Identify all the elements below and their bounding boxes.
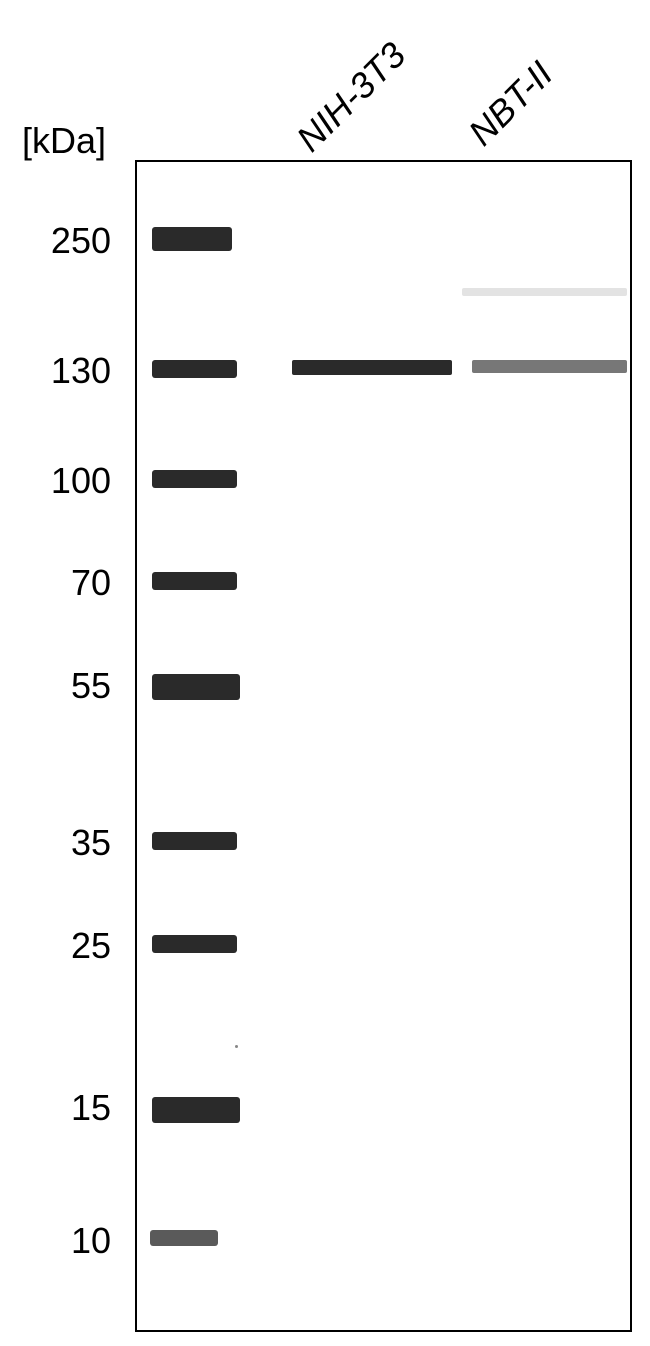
sample-band	[472, 360, 627, 373]
mw-tick-100: 100	[36, 460, 111, 502]
blot-membrane-frame	[135, 160, 632, 1332]
unit-label: [kDa]	[22, 120, 106, 162]
mw-tick-15: 15	[36, 1087, 111, 1129]
marker-band	[150, 1230, 218, 1246]
marker-band	[152, 674, 240, 700]
mw-tick-25: 25	[36, 925, 111, 967]
mw-tick-130: 130	[36, 350, 111, 392]
marker-band	[152, 935, 237, 953]
sample-band	[292, 360, 452, 375]
marker-band	[152, 227, 232, 251]
mw-tick-35: 35	[36, 822, 111, 864]
marker-band	[152, 470, 237, 488]
mw-tick-55: 55	[36, 665, 111, 707]
western-blot-figure: [kDa] NIH-3T3 NBT-II 250 130 100 70 55 3…	[0, 0, 650, 1346]
marker-band	[152, 360, 237, 378]
mw-tick-70: 70	[36, 562, 111, 604]
noise-spot	[235, 1045, 238, 1048]
marker-band	[152, 1097, 240, 1123]
marker-band	[152, 832, 237, 850]
lane-label-1: NIH-3T3	[288, 34, 414, 160]
mw-tick-250: 250	[36, 220, 111, 262]
mw-tick-10: 10	[36, 1220, 111, 1262]
faint-band	[462, 288, 627, 296]
lane-label-2: NBT-II	[460, 53, 561, 154]
marker-band	[152, 572, 237, 590]
